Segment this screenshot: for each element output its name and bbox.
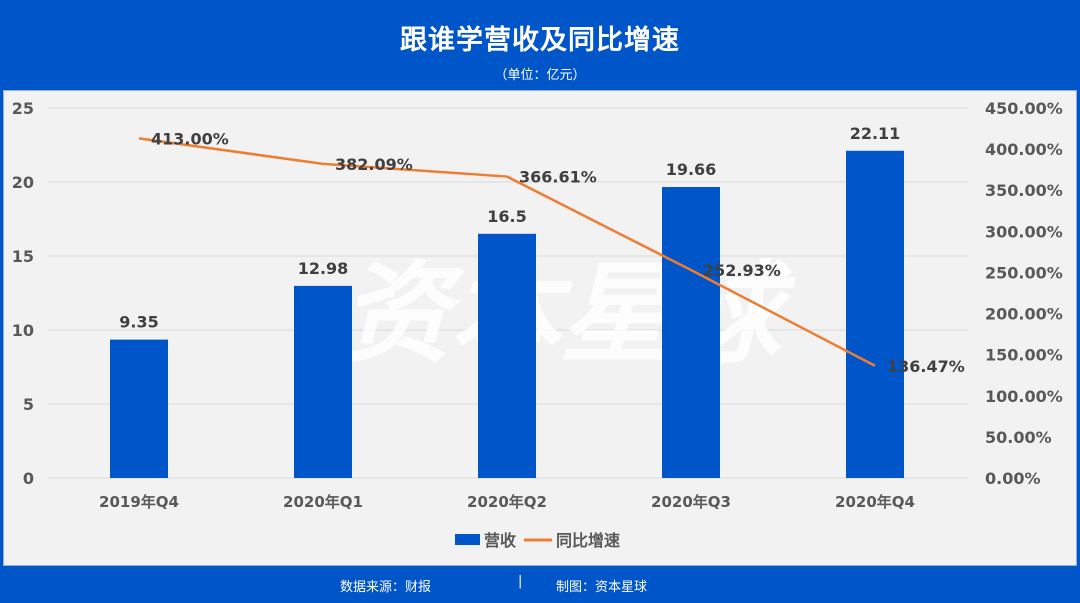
left-axis-tick: 10 [12, 321, 34, 340]
right-axis-tick: 300.00% [985, 222, 1063, 241]
line-data-label: 413.00% [151, 129, 229, 148]
left-axis-tick: 15 [12, 247, 34, 266]
line-data-label: 366.61% [519, 168, 597, 187]
right-axis-tick: 250.00% [985, 263, 1063, 282]
x-axis-category: 2020年Q2 [467, 493, 547, 511]
left-axis-tick: 25 [12, 99, 34, 118]
x-axis-category: 2020年Q3 [651, 493, 731, 511]
legend-label-growth: 同比增速 [556, 531, 620, 550]
right-axis-tick: 50.00% [985, 428, 1052, 447]
right-axis-tick: 100.00% [985, 387, 1063, 406]
left-axis-tick: 0 [23, 469, 34, 488]
x-axis-category: 2020年Q1 [283, 493, 363, 511]
bar-revenue[interactable] [478, 233, 536, 478]
chart-subtitle: （单位：亿元） [494, 68, 586, 83]
legend-label-revenue: 营收 [484, 531, 516, 550]
data-source: 数据来源：财报 [340, 580, 432, 595]
bar-data-label: 9.35 [119, 313, 158, 332]
bar-revenue[interactable] [662, 187, 720, 479]
line-yoy-growth[interactable] [138, 137, 876, 367]
bar-revenue[interactable] [294, 285, 352, 478]
header: 跟谁学营收及同比增速 （单位：亿元） [0, 0, 1080, 90]
chart-title: 跟谁学营收及同比增速 [400, 25, 680, 56]
legend-bar-swatch-icon [455, 534, 480, 545]
left-axis-tick: 20 [12, 173, 34, 192]
bar-data-label: 16.5 [487, 207, 526, 226]
footer-separator: | [518, 574, 523, 589]
right-axis-tick: 0.00% [985, 469, 1041, 488]
bar-data-label: 22.11 [850, 124, 901, 143]
line-data-label: 382.09% [335, 155, 413, 174]
right-axis-tick: 200.00% [985, 305, 1063, 324]
right-axis-tick: 350.00% [985, 181, 1063, 200]
chart-maker: 制图：资本星球 [556, 580, 648, 595]
right-axis-tick: 450.00% [985, 99, 1063, 118]
bar-data-label: 19.66 [666, 160, 717, 179]
right-axis-tick: 400.00% [985, 140, 1063, 159]
right-axis-tick: 150.00% [985, 346, 1063, 365]
footer: 数据来源：财报 | 制图：资本星球 [0, 566, 1080, 603]
bar-data-label: 12.98 [298, 259, 349, 278]
line-data-label: 136.47% [887, 357, 965, 376]
x-axis-category: 2020年Q4 [835, 493, 915, 511]
bar-revenue[interactable] [110, 339, 168, 478]
line-data-label: 252.93% [703, 261, 781, 280]
x-axis-category: 2019年Q4 [99, 493, 179, 511]
left-axis-tick: 5 [23, 395, 34, 414]
bar-revenue[interactable] [846, 150, 904, 478]
